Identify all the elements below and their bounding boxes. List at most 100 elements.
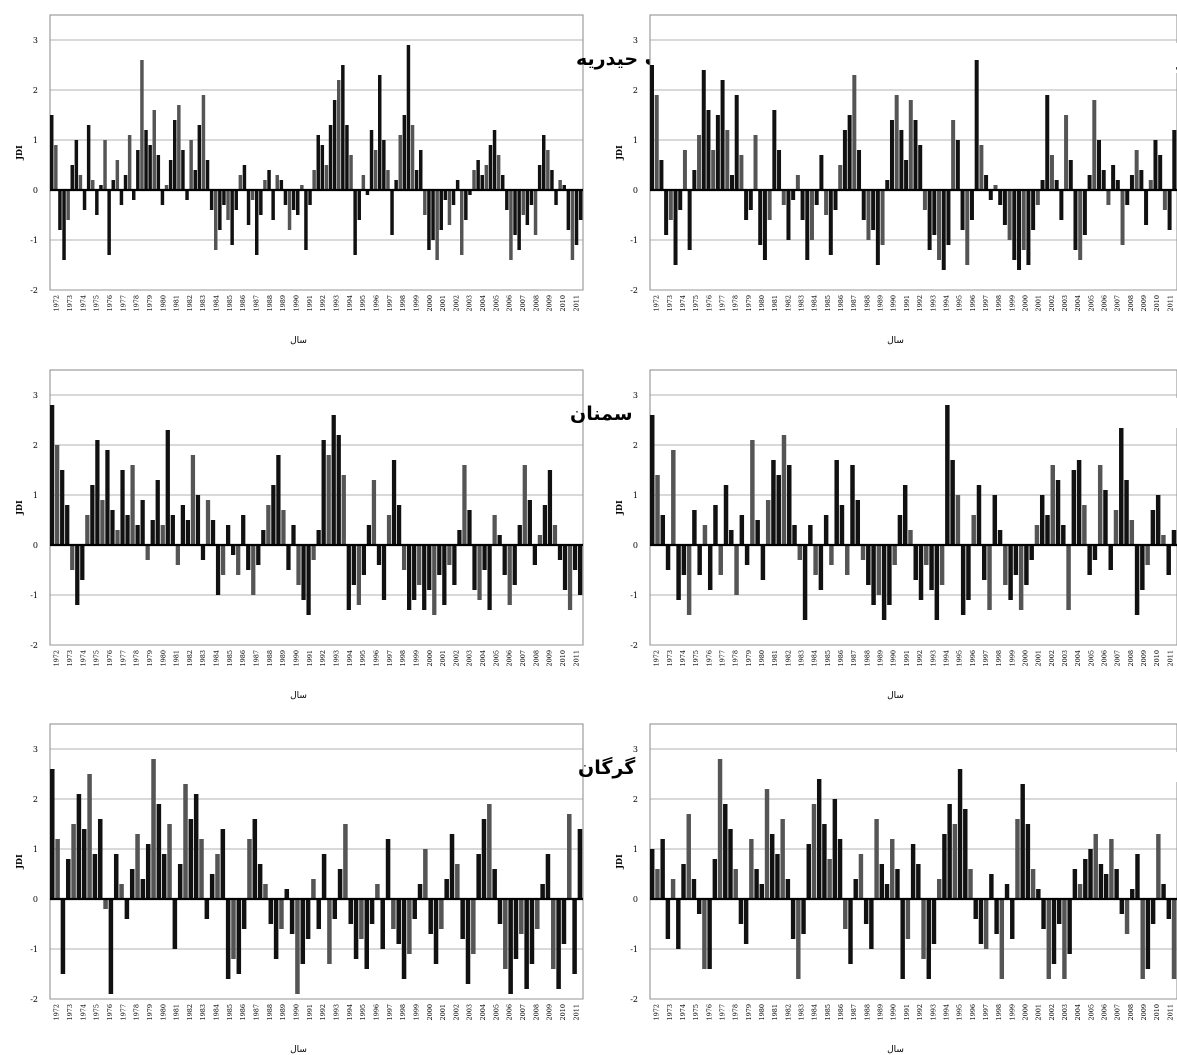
bar <box>806 844 811 899</box>
x-tick-label: 1996 <box>969 650 977 667</box>
x-tick-label: 2003 <box>1061 650 1069 667</box>
bar <box>529 899 535 964</box>
bar <box>111 180 115 190</box>
bar <box>777 150 782 190</box>
chart-title: گرگان <box>578 756 636 779</box>
bar <box>1158 155 1163 190</box>
x-tick-label: 1996 <box>372 650 380 667</box>
x-tick-label: 1974 <box>679 1004 687 1021</box>
y-tick-label: -1 <box>30 945 38 954</box>
bar <box>527 500 532 545</box>
x-tick-label: 1989 <box>877 295 885 312</box>
x-tick-label: 1988 <box>266 1004 274 1021</box>
bar <box>275 175 279 190</box>
bar <box>311 545 316 560</box>
bar <box>391 899 396 929</box>
bar <box>337 80 341 190</box>
bar <box>255 190 259 255</box>
x-tick-label: 1990 <box>890 1004 898 1021</box>
bar <box>1092 545 1098 560</box>
bar <box>375 884 380 899</box>
bar <box>537 165 542 190</box>
bar <box>165 430 170 545</box>
x-tick-label: 1980 <box>758 650 766 667</box>
bar <box>960 190 965 230</box>
bar <box>250 190 255 200</box>
bar <box>963 809 968 899</box>
bar <box>567 545 573 610</box>
bar <box>566 190 571 230</box>
bar <box>1134 150 1139 190</box>
bar <box>681 864 686 899</box>
bar <box>670 879 676 899</box>
x-tick-label: 1985 <box>226 295 234 312</box>
chart-panel-2: -2 -1 0 1 2 3 1972 1973 1974 1975 1976 1977 1978 1979… <box>614 14 1177 346</box>
bar <box>359 899 364 939</box>
bar <box>749 839 754 899</box>
x-tick-label: 1986 <box>239 650 247 667</box>
y-tick-label: 1 <box>633 136 638 145</box>
y-tick-label: 2 <box>33 795 38 804</box>
bar <box>702 525 708 545</box>
bar <box>1039 495 1045 545</box>
bar <box>337 869 343 899</box>
bar <box>1103 874 1109 899</box>
bar <box>180 505 186 545</box>
bar <box>853 879 858 899</box>
bar <box>887 545 892 605</box>
bar <box>973 899 978 919</box>
x-tick-label: 1984 <box>811 295 819 312</box>
bar <box>895 869 900 899</box>
bar <box>824 190 829 215</box>
bar <box>1113 510 1119 545</box>
x-tick-label: 2006 <box>1101 1004 1109 1021</box>
y-tick-label: 2 <box>633 441 638 450</box>
bar <box>947 804 952 899</box>
bar <box>95 440 100 545</box>
bar <box>279 899 284 929</box>
bar <box>823 515 829 545</box>
bar <box>512 545 517 585</box>
bar <box>1072 869 1078 899</box>
bar <box>892 545 897 565</box>
x-tick-label: 2008 <box>532 650 540 667</box>
bar <box>650 65 654 190</box>
bar <box>547 470 553 545</box>
bar <box>103 140 107 190</box>
bar <box>561 899 567 944</box>
bar <box>1024 545 1029 585</box>
bar <box>984 175 989 190</box>
x-tick-label: 1979 <box>146 1004 154 1021</box>
bar <box>1061 525 1066 545</box>
bar <box>813 545 818 575</box>
bar <box>750 440 755 545</box>
chart-panel-4: -2 -1 0 1 2 3 1972 1973 1974 1975 1976 1977 1978 1979… <box>614 369 1177 701</box>
bar <box>447 545 452 565</box>
bar <box>164 185 169 190</box>
bar <box>1035 190 1040 205</box>
x-tick-label: 1977 <box>718 1004 726 1021</box>
bar <box>866 545 871 585</box>
bar <box>577 545 583 595</box>
bar <box>401 545 407 570</box>
bar <box>168 160 173 190</box>
x-tick-label: 1975 <box>692 650 700 667</box>
bar <box>913 545 918 580</box>
bar <box>1119 899 1125 914</box>
bar <box>1111 165 1116 190</box>
x-tick-label: 2009 <box>1140 650 1148 667</box>
x-tick-label: 1988 <box>863 295 871 312</box>
x-tick-label: 2002 <box>452 295 460 312</box>
bar <box>1093 834 1098 899</box>
bar <box>918 145 923 190</box>
bar <box>1078 190 1083 260</box>
bar <box>1029 545 1034 560</box>
x-tick-label: 2009 <box>546 1004 554 1021</box>
y-tick-label: 2 <box>633 86 638 95</box>
chart-panel-1: -2 -1 0 1 2 3 1972 1973 1974 1975 1976 1977 1978 1979… <box>14 14 691 346</box>
bar <box>120 470 125 545</box>
x-tick-label: 1980 <box>159 650 167 667</box>
x-tick-label: 2006 <box>1101 295 1109 312</box>
bar <box>407 899 412 954</box>
x-tick-label: 1979 <box>146 650 154 667</box>
